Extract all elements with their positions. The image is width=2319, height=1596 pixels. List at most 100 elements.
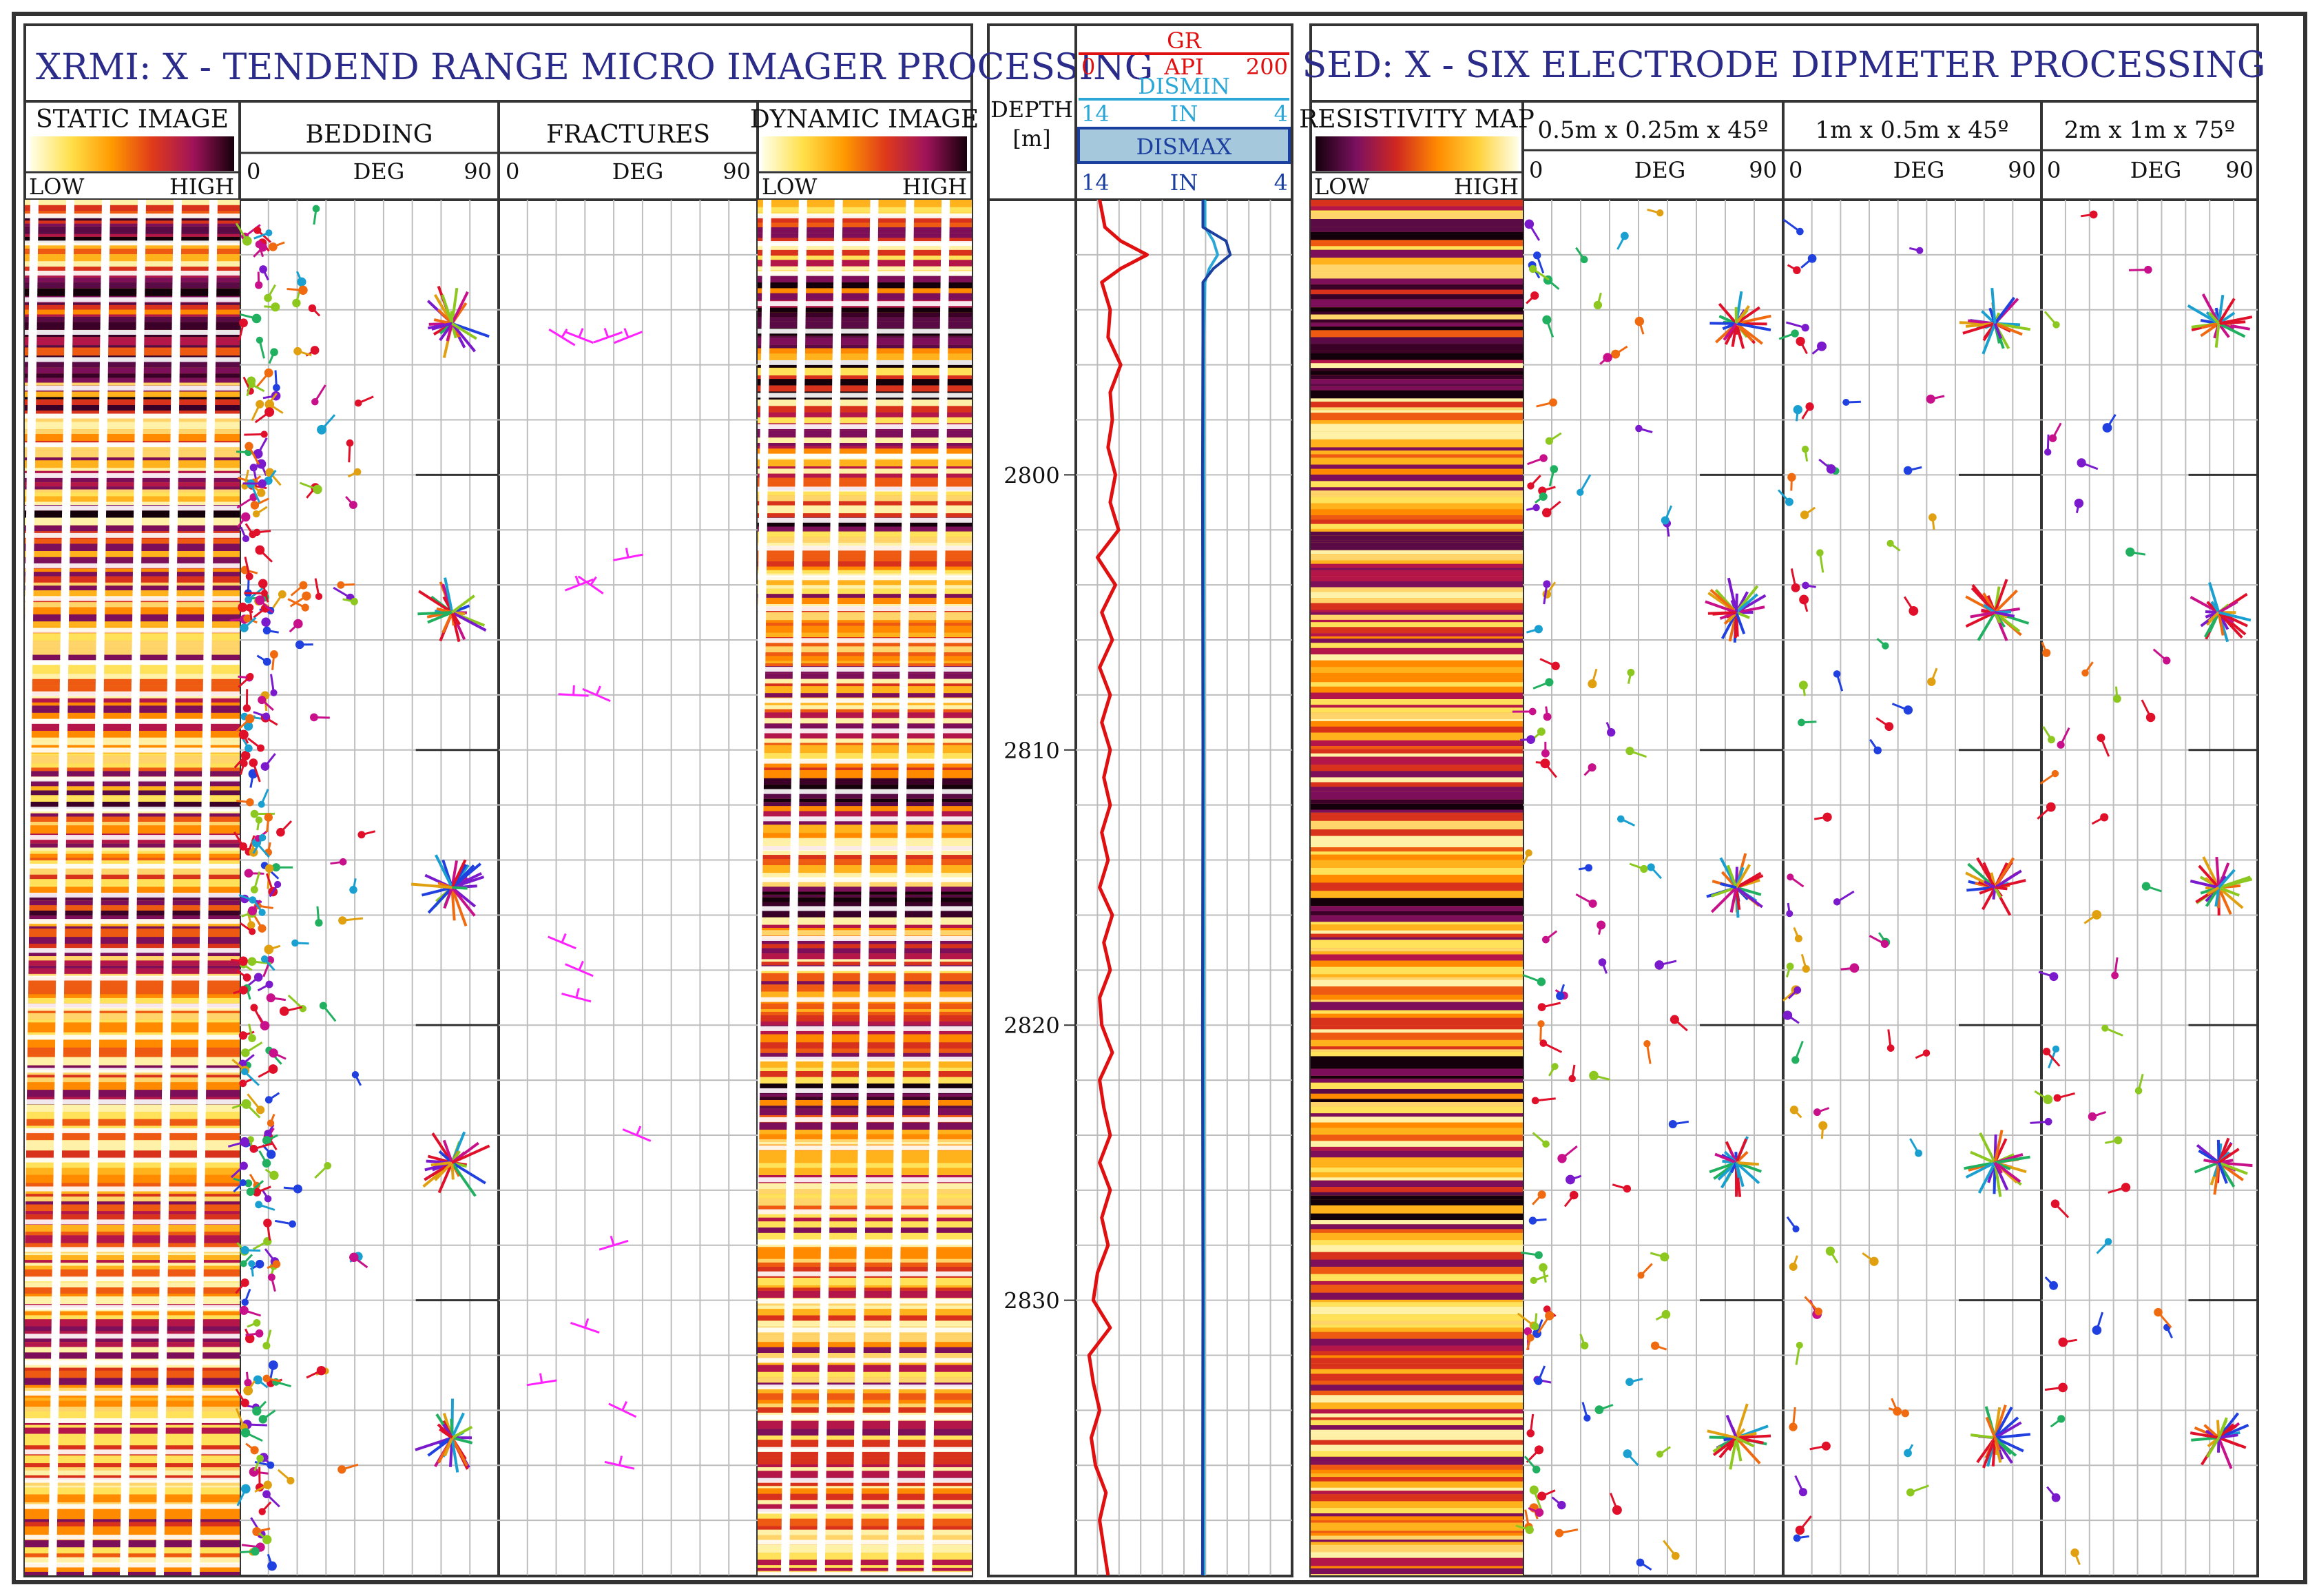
dynamic-image-pad-mark	[758, 1327, 972, 1333]
resistivity-map-band	[1311, 554, 1523, 561]
dip2-tadpole	[1789, 1106, 1799, 1115]
bedding-dip	[291, 939, 299, 947]
bedding-dip	[357, 831, 366, 839]
bedding-dip	[242, 236, 252, 246]
resistivity-map-band	[1311, 1267, 1523, 1274]
dip2-rose-petal	[1993, 887, 2002, 898]
dip3-rose-petal	[2218, 1433, 2238, 1440]
bedding-dip	[351, 1071, 360, 1079]
bedding-dip	[258, 800, 265, 808]
dynamic-image-band	[758, 473, 972, 478]
resistivity-map-band	[1311, 1566, 1523, 1568]
dip3-tadpole	[2048, 736, 2055, 744]
resistivity-map-band	[1311, 633, 1523, 636]
static-image-band	[25, 309, 240, 315]
bedding-dip	[274, 880, 282, 889]
dip2-tadpole	[1916, 247, 1924, 254]
resistivity-map-band	[1311, 1513, 1523, 1517]
dynamic-image-band	[758, 385, 972, 392]
bedding-dip	[258, 479, 267, 488]
dip1-tadpole	[1526, 1334, 1535, 1342]
bedding-dip	[316, 1365, 326, 1376]
bedding-dip	[299, 581, 308, 590]
resistivity-map-band	[1311, 246, 1523, 250]
resistivity-map-band	[1311, 765, 1523, 771]
resistivity-map-band	[1311, 1232, 1523, 1241]
resistivity-map-band	[1311, 420, 1523, 424]
static-image-band	[25, 1422, 240, 1425]
static-image-band	[25, 517, 240, 526]
dip2-tadpole	[1906, 1488, 1915, 1497]
dynamic-image-band	[758, 526, 972, 532]
resistivity-map-band	[1311, 977, 1523, 980]
dynamic-image-band	[758, 594, 972, 598]
bedding-dip	[268, 1064, 278, 1074]
bedding-dip	[312, 205, 320, 213]
bedding-dip	[269, 242, 278, 251]
dynamic-image-band	[758, 1360, 972, 1365]
dip2-rose-petal	[1994, 1421, 2022, 1440]
dip2-tadpole	[1786, 910, 1793, 918]
dip1-tadpole	[1556, 991, 1565, 1001]
static-image-band	[25, 1494, 240, 1502]
static-image-band	[25, 1411, 240, 1416]
resistivity-map-band	[1311, 587, 1523, 592]
dip3-tadpole	[2057, 740, 2065, 749]
dip3-tadpole	[2097, 734, 2105, 743]
dip1-rose-petal	[1712, 1436, 1738, 1456]
dynamic-image-band	[758, 242, 972, 250]
dip1-tadpole	[1593, 300, 1603, 310]
bedding-dip	[249, 464, 258, 472]
bedding-dip	[240, 1137, 250, 1147]
resistivity-map-band	[1311, 568, 1523, 570]
dynamic-image-pad-mark	[758, 728, 972, 734]
dip2-tadpole	[1903, 466, 1913, 475]
dynamic-high-label: HIGH	[902, 174, 967, 200]
dynamic-image-band	[758, 577, 972, 585]
resistivity-map-band	[1311, 271, 1523, 279]
bedding-dip	[259, 265, 267, 273]
bedding-dip	[268, 1360, 278, 1370]
dynamic-image-band	[758, 1377, 972, 1383]
resistivity-map-band	[1311, 1220, 1523, 1225]
resistivity-map-band	[1311, 1535, 1523, 1540]
dip3-tadpole	[2043, 1095, 2053, 1104]
dip3-tadpole	[2050, 1199, 2060, 1209]
dip3-rose-petal	[2213, 1162, 2221, 1195]
fracture-dip-marks	[526, 327, 652, 1470]
dip2-rose-petal	[1995, 1155, 2030, 1164]
bedding-dip	[248, 1260, 256, 1267]
bedding-dip	[256, 459, 267, 469]
dip1-tadpole	[1650, 1341, 1660, 1350]
resistivity-map-band	[1311, 330, 1523, 338]
static-image-pad-mark	[25, 893, 240, 898]
dip2-tadpole	[1793, 266, 1801, 275]
resistivity-map-band	[1311, 219, 1523, 227]
dip2-rose-petal	[1982, 887, 1997, 911]
dip1-tadpole	[1607, 728, 1616, 737]
dip1-tadpole	[1541, 758, 1550, 767]
bedding-dip	[247, 921, 256, 929]
bedding-dip	[249, 928, 256, 935]
dip1-rose-petal	[1735, 306, 1760, 325]
dynamic-image-band	[758, 367, 972, 375]
fractures-max: 90	[722, 158, 751, 185]
dynamic-image-band	[758, 1568, 972, 1571]
dip1-rose-petal	[1709, 322, 1736, 325]
dynamic-image-band	[758, 553, 972, 561]
bedding-rose-petal	[450, 1437, 468, 1467]
bedding-dip	[276, 827, 285, 837]
dynamic-image-band	[758, 288, 972, 293]
resistivity-map-band	[1311, 351, 1523, 353]
dynamic-image-pad-mark	[758, 486, 972, 492]
dynamic-image-band	[758, 238, 972, 243]
resistivity-map-band	[1311, 319, 1523, 323]
left-panel-title: XRMI: X - TENDEND RANGE MICRO IMAGER PRO…	[36, 47, 1153, 88]
resistivity-map-band	[1311, 614, 1523, 620]
resistivity-map-band	[1311, 1157, 1523, 1164]
static-image-band	[25, 1319, 240, 1327]
dip2-rose-petal	[1994, 322, 2023, 336]
static-image-pad-mark	[25, 1035, 240, 1040]
dip1-tadpole	[1611, 349, 1621, 359]
bedding-dip	[253, 973, 263, 982]
